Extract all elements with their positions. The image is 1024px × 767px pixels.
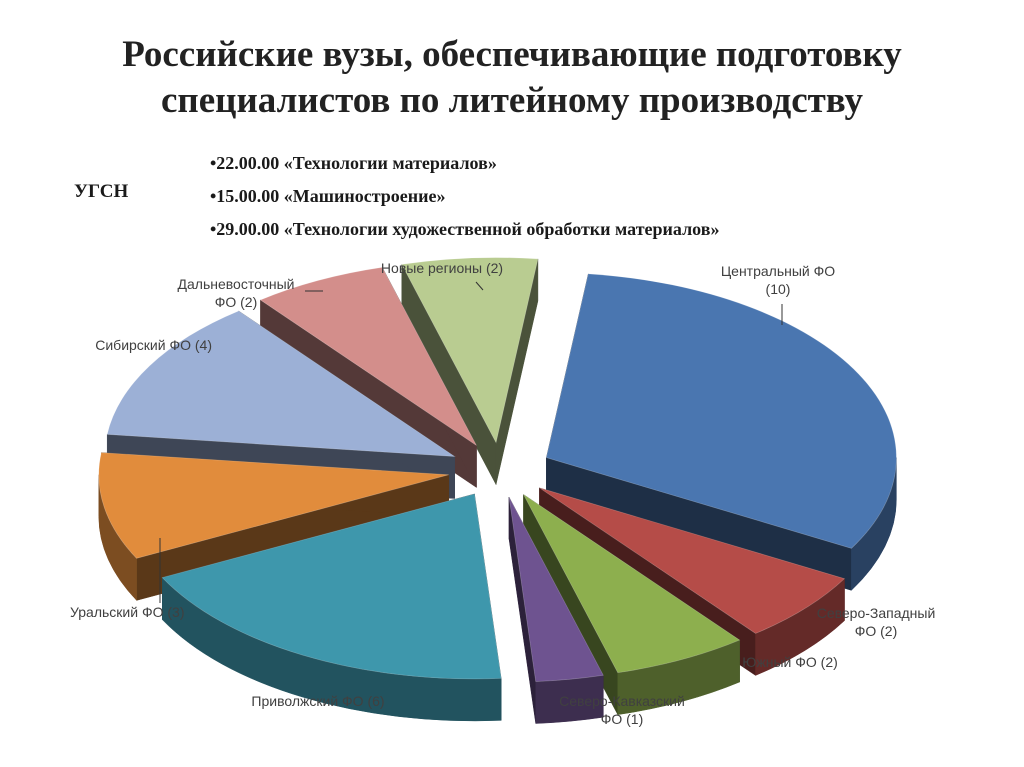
pie-slice-top — [401, 257, 539, 444]
pie-slice — [401, 257, 539, 485]
slice-label: Южный ФО (2) — [742, 654, 838, 670]
pie-slice — [545, 273, 897, 591]
slice-label: Дальневосточный — [178, 276, 295, 292]
pie-slice-top — [545, 273, 897, 549]
slice-label: Уральский ФО (3) — [70, 604, 185, 620]
pie-slice-top — [523, 494, 741, 674]
pie-slice-top — [539, 487, 846, 634]
title-line-1: Российские вузы, обеспечивающие подготов… — [122, 34, 902, 75]
pie-slice-top — [508, 496, 604, 682]
pie-slice-top — [106, 310, 456, 457]
ugsn-item: •15.00.00 «Машиностроение» — [210, 186, 446, 206]
slice-label: Северо-Кавказский — [559, 693, 685, 709]
title-line-2: специалистов по литейному производству — [160, 80, 864, 121]
slide-title: Российские вузы, обеспечивающие подготов… — [0, 32, 1024, 124]
slice-label: (10) — [766, 281, 791, 297]
ugsn-item: •22.00.00 «Технологии материалов» — [210, 153, 497, 173]
ugsn-item: •29.00.00 «Технологии художественной обр… — [210, 219, 720, 239]
ugsn-label: УГСН — [74, 181, 129, 202]
pie-slice-top — [161, 493, 502, 680]
slice-label: Новые регионы (2) — [381, 260, 503, 276]
leader-line — [475, 281, 484, 291]
slice-label: Приволжский ФО (6) — [251, 693, 384, 709]
pie-slice-top — [98, 452, 449, 559]
pie-slice — [508, 496, 604, 724]
slice-label: Северо-Западный — [817, 605, 936, 621]
slice-label: ФО (2) — [855, 623, 898, 639]
pie-slice-wall — [495, 258, 539, 485]
slice-label: ФО (1) — [601, 711, 644, 727]
ugsn-list: •22.00.00 «Технологии материалов» •15.00… — [210, 150, 719, 249]
slice-label: Центральный ФО — [721, 263, 835, 279]
pie-slice — [161, 493, 502, 722]
pie-slice-top — [259, 266, 477, 446]
slice-label: Сибирский ФО (4) — [95, 337, 212, 353]
pie-slice-side — [162, 576, 502, 722]
slice-label: ФО (2) — [215, 294, 258, 310]
